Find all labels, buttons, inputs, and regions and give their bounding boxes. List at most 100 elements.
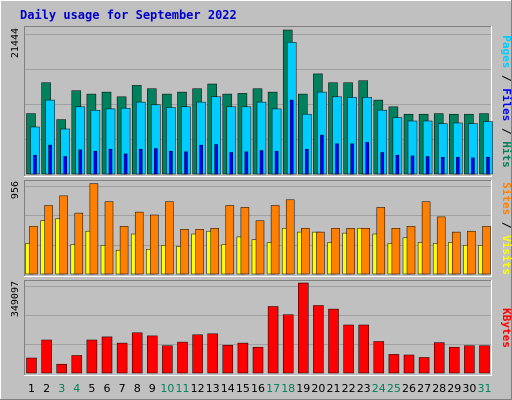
series-legend: Pages / Files / Hits	[500, 35, 512, 168]
bar-pages-day-4	[78, 149, 83, 175]
bar-sites-day-16	[255, 220, 265, 275]
bar-sites-day-20	[316, 231, 325, 275]
day-label-21: 21	[327, 382, 341, 395]
day-label-8: 8	[134, 382, 141, 395]
bar-kbytes-day-16	[252, 346, 264, 374]
bar-sites-day-28	[436, 216, 446, 275]
bar-kbytes-day-13	[207, 333, 218, 374]
day-label-7: 7	[119, 382, 126, 395]
bar-pages-day-31	[486, 156, 490, 175]
bar-pages-day-7	[123, 153, 128, 175]
bar-pages-day-29	[456, 156, 460, 175]
bar-sites-day-5	[89, 183, 99, 275]
bar-kbytes-day-19	[298, 282, 309, 374]
day-label-15: 15	[236, 382, 250, 395]
bar-kbytes-day-7	[116, 342, 128, 374]
bar-sites-day-21	[331, 228, 340, 275]
bar-pages-day-25	[395, 154, 400, 175]
legend-entry-1: /	[500, 68, 512, 88]
day-label-18: 18	[281, 382, 295, 395]
bar-pages-day-19	[305, 148, 309, 175]
bar-sites-day-22	[346, 228, 355, 275]
series-legend: Sites / Visits	[500, 182, 512, 275]
bar-kbytes-day-24	[373, 341, 385, 374]
bar-sites-day-9	[150, 214, 159, 275]
legend-entry-0: Pages	[500, 35, 512, 68]
bar-kbytes-day-31	[479, 345, 490, 374]
bar-pages-day-3	[63, 156, 67, 175]
bar-kbytes-day-26	[403, 354, 415, 374]
day-label-27: 27	[417, 382, 431, 395]
bar-pages-day-22	[350, 143, 354, 175]
bar-pages-day-16	[259, 150, 264, 175]
day-label-14: 14	[221, 382, 235, 395]
bar-kbytes-day-15	[237, 342, 249, 374]
bar-pages-day-30	[471, 157, 475, 175]
bar-kbytes-day-11	[177, 341, 188, 374]
bar-kbytes-day-6	[101, 336, 113, 374]
day-label-19: 19	[296, 382, 310, 395]
bar-kbytes-day-10	[162, 345, 173, 374]
bar-pages-day-23	[365, 142, 369, 175]
bar-pages-day-2	[48, 144, 52, 175]
day-label-4: 4	[73, 382, 80, 395]
bar-kbytes-day-14	[222, 344, 234, 374]
bar-sites-day-10	[165, 201, 174, 275]
y-max-label: 349097	[10, 281, 21, 317]
bar-sites-day-24	[376, 207, 386, 275]
day-label-29: 29	[447, 382, 461, 395]
bar-kbytes-day-29	[449, 346, 460, 374]
bar-pages-day-12	[199, 144, 203, 175]
chart-title: Daily usage for September 2022	[20, 8, 237, 22]
bar-pages-day-11	[184, 151, 188, 175]
day-label-13: 13	[206, 382, 220, 395]
bar-sites-day-19	[301, 228, 310, 275]
bar-pages-day-26	[410, 155, 415, 175]
day-axis: 1 2 3 4 5 6 7 8 9 10 11 12 13 14 15 16 17 18 19 20 21 22 23 24 2…	[28, 382, 492, 395]
bar-sites-day-15	[240, 207, 250, 275]
chart-panel-1: 21444 Pages / Files / Hits	[10, 26, 512, 177]
bar-kbytes-day-30	[464, 345, 475, 374]
legend-entry-3: /	[500, 121, 512, 141]
bar-pages-day-21	[335, 143, 339, 175]
bar-sites-day-6	[104, 201, 114, 275]
bar-kbytes-day-27	[418, 357, 430, 374]
bar-sites-day-26	[406, 226, 416, 275]
bar-sites-day-3	[59, 195, 68, 275]
day-label-30: 30	[462, 382, 476, 395]
day-label-25: 25	[387, 382, 401, 395]
bar-sites-day-29	[452, 231, 461, 275]
bar-kbytes-day-9	[147, 335, 158, 374]
bar-sites-day-12	[195, 229, 204, 275]
legend-entry-0: KBytes	[500, 308, 512, 348]
chart-panels: 21444 Pages / Files / Hits 956 Sites / Visi…	[10, 26, 512, 376]
bar-pages-day-15	[244, 151, 249, 175]
bar-sites-day-7	[119, 226, 129, 275]
bar-sites-day-17	[270, 205, 280, 275]
bar-pages-day-17	[274, 150, 279, 175]
day-label-24: 24	[372, 382, 386, 395]
bar-kbytes-day-12	[192, 334, 203, 374]
bar-pages-day-27	[425, 156, 430, 175]
day-label-20: 20	[311, 382, 325, 395]
legend-entry-1: /	[500, 215, 512, 235]
bar-sites-day-11	[180, 229, 189, 275]
legend-entry-4: Hits	[500, 141, 512, 168]
bar-kbytes-day-22	[343, 324, 354, 374]
bar-kbytes-day-18	[282, 314, 294, 374]
bar-pages-day-8	[138, 148, 143, 175]
y-max-label: 21444	[10, 28, 21, 58]
bar-kbytes-day-20	[313, 305, 324, 374]
bar-pages-day-28	[440, 156, 445, 175]
day-label-16: 16	[251, 382, 265, 395]
bar-pages-day-18	[289, 99, 294, 175]
bar-sites-day-31	[482, 226, 491, 275]
bar-kbytes-day-2	[41, 339, 52, 374]
bar-sites-day-27	[421, 201, 431, 275]
day-label-28: 28	[432, 382, 446, 395]
bar-kbytes-day-3	[56, 363, 67, 374]
bar-pages-day-1	[33, 154, 37, 175]
bar-pages-day-13	[214, 144, 218, 175]
day-label-17: 17	[266, 382, 280, 395]
